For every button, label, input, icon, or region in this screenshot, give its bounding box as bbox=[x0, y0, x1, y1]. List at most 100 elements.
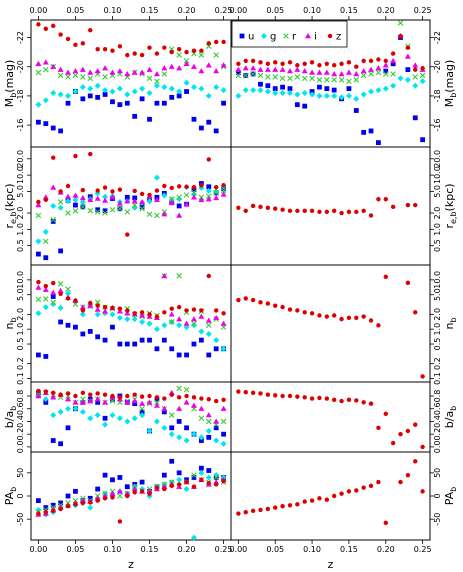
y-tick-label-left: 0.2 bbox=[16, 428, 25, 441]
point-u-row4-left bbox=[161, 409, 167, 415]
point-u-row1-right bbox=[235, 70, 241, 75]
point-z-row1-left bbox=[43, 26, 49, 31]
point-r-row3-left bbox=[57, 281, 64, 287]
point-g-row1-left bbox=[72, 88, 79, 95]
point-z-row2-right bbox=[280, 207, 285, 212]
point-z-row1-left bbox=[191, 48, 197, 53]
point-i-row1-left bbox=[183, 60, 190, 66]
point-i-row1-right bbox=[404, 53, 411, 59]
point-z-row4-right bbox=[368, 401, 374, 406]
point-z-row5-right bbox=[309, 498, 315, 503]
point-z-row3-left bbox=[95, 303, 100, 308]
y-tick-label-right: -22 bbox=[433, 31, 442, 44]
point-i-row4-left bbox=[213, 418, 220, 424]
point-i-row1-right bbox=[331, 71, 338, 77]
point-u-row1-left bbox=[95, 94, 101, 100]
point-z-row4-right bbox=[383, 411, 388, 417]
point-i-row1-left bbox=[57, 66, 64, 72]
point-z-row1-right bbox=[413, 67, 418, 72]
point-z-row4-left bbox=[65, 391, 71, 396]
point-u-row4-left bbox=[102, 415, 108, 421]
point-z-row2-left bbox=[184, 184, 189, 189]
y-tick-label-left: 10.0 bbox=[16, 166, 25, 184]
point-i-row2-left bbox=[42, 194, 49, 200]
y-tick-label-right: 5.0 bbox=[433, 288, 442, 301]
point-u-row4-left bbox=[50, 438, 56, 443]
point-z-row5-right bbox=[361, 485, 366, 490]
point-u-row3-left bbox=[95, 334, 101, 340]
point-z-row2-right bbox=[346, 209, 352, 215]
y-tick-label-right: 0.5 bbox=[433, 338, 442, 351]
point-z-row2-left bbox=[132, 188, 137, 194]
y-tick-label-left: 5.0 bbox=[16, 185, 25, 198]
point-i-row1-left bbox=[87, 69, 94, 75]
point-z-row1-left bbox=[199, 48, 204, 53]
point-z-row5-left bbox=[43, 510, 49, 515]
point-g-row4-left bbox=[190, 431, 197, 438]
point-r-row2-left bbox=[168, 196, 175, 202]
point-z-row2-right bbox=[295, 208, 300, 213]
y-tick-label-right: -16 bbox=[433, 119, 442, 132]
point-r-row1-right bbox=[419, 72, 426, 79]
point-g-row1-right bbox=[353, 95, 360, 102]
point-u-row1-right bbox=[405, 67, 411, 73]
point-u-row5-left bbox=[176, 470, 182, 476]
point-z-row4-left bbox=[95, 391, 100, 396]
point-i-row3-left bbox=[176, 316, 183, 322]
point-u-row5-left bbox=[50, 502, 56, 508]
point-i-row3-left bbox=[168, 311, 175, 317]
point-g-row1-right bbox=[368, 88, 375, 95]
x-tick-label-top-right: 0.10 bbox=[303, 6, 321, 15]
point-r-row1-right bbox=[338, 77, 345, 83]
point-i-row2-left bbox=[102, 197, 109, 203]
point-g-row3-left bbox=[124, 316, 131, 323]
point-i-row1-left bbox=[205, 62, 212, 68]
point-u-row1-left bbox=[184, 89, 189, 94]
point-r-row2-left bbox=[65, 210, 71, 216]
point-i-row1-right bbox=[279, 66, 286, 72]
point-i-row2-left bbox=[35, 202, 42, 208]
point-r-row4-left bbox=[139, 405, 145, 412]
point-i-row1-right bbox=[272, 66, 279, 72]
point-z-row5-right bbox=[331, 493, 337, 499]
point-u-row4-left bbox=[43, 399, 49, 405]
point-z-row2-left bbox=[221, 183, 226, 188]
point-z-row5-left bbox=[125, 493, 130, 499]
point-z-row2-right bbox=[250, 203, 256, 209]
point-g-row1-left bbox=[161, 84, 168, 91]
point-r-row2-left bbox=[220, 188, 227, 194]
point-u-row2-left bbox=[50, 219, 56, 224]
point-u-row4-left bbox=[184, 425, 189, 431]
y-tick-label-right: 5.0 bbox=[433, 185, 442, 198]
y-tick-label-right: 50 bbox=[433, 468, 442, 478]
point-r-row2-left bbox=[146, 211, 153, 218]
point-z-row2-left bbox=[102, 185, 108, 190]
point-z-row1-right bbox=[390, 51, 396, 56]
point-r-row1-right bbox=[331, 77, 337, 83]
y-tick-label-left: 0.6 bbox=[16, 402, 25, 415]
point-g-row1-right bbox=[338, 94, 345, 101]
point-g-row1-left bbox=[131, 88, 138, 95]
point-i-row2-left bbox=[213, 194, 220, 201]
point-z-row5-right bbox=[243, 510, 248, 515]
point-z-row4-left bbox=[73, 393, 78, 399]
point-g-row3-left bbox=[57, 304, 64, 311]
point-g-row1-right bbox=[316, 92, 323, 99]
point-z-row3-left bbox=[132, 311, 137, 316]
y-axis-label-left: b/ab bbox=[3, 406, 18, 429]
point-r-row1-right bbox=[316, 77, 323, 83]
point-u-row5-left bbox=[43, 505, 49, 510]
point-u-row3-left bbox=[198, 337, 204, 343]
point-z-row1-left bbox=[58, 32, 63, 37]
x-tick-label-top-right: 0.20 bbox=[377, 6, 395, 15]
point-i-row1-right bbox=[375, 65, 382, 71]
point-r-row4-left bbox=[205, 418, 212, 425]
point-z-row3-left bbox=[191, 307, 197, 312]
point-u-row3-left bbox=[147, 337, 152, 343]
point-g-row5-left bbox=[183, 486, 190, 493]
point-z-row2-left bbox=[80, 187, 86, 193]
point-i-row4-left bbox=[65, 396, 72, 402]
point-z-row5-right bbox=[317, 496, 322, 501]
